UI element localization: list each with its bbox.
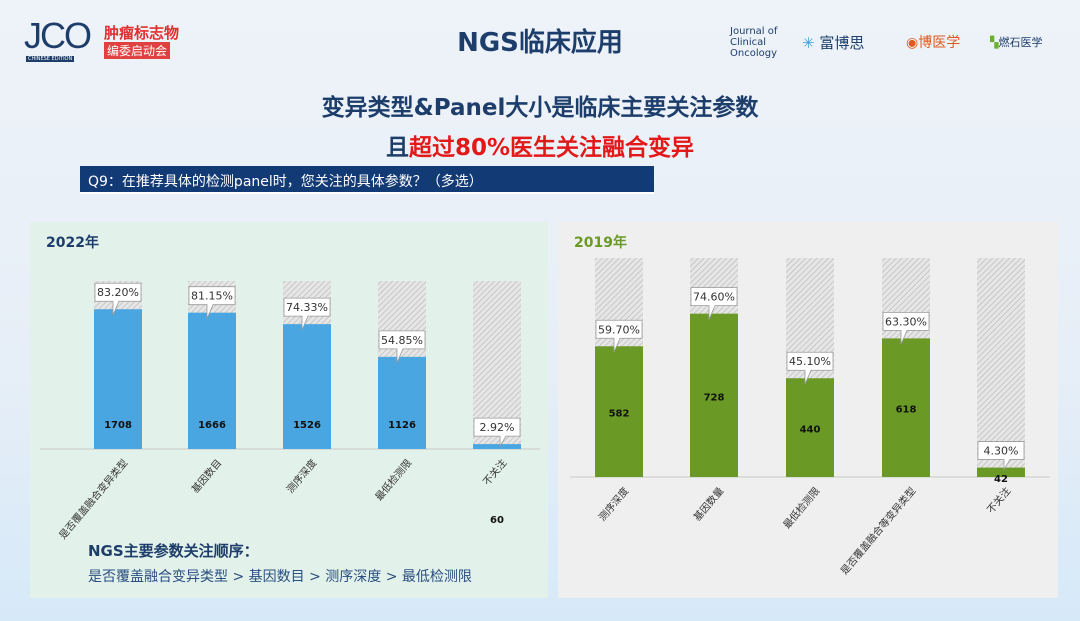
data-label-count: 60 <box>490 515 504 526</box>
bar <box>882 338 930 477</box>
jco-logo: JCO CHINESE EDITION 肿瘤标志物 编委启动会 <box>24 18 204 64</box>
x-tick-label: 不关注 <box>984 485 1013 516</box>
logo-line2: 编委启动会 <box>104 42 171 59</box>
partner-name: 富博思 <box>819 34 865 52</box>
data-label-callout <box>595 319 643 353</box>
data-label-percent: 81.15% <box>191 290 233 303</box>
summary-title: NGS主要参数关注顺序： <box>88 542 259 560</box>
bar <box>690 313 738 477</box>
data-label-callout <box>882 311 930 345</box>
summary-text: 是否覆盖融合变异类型 > 基因数目 > 测序深度 > 最低检测限 <box>88 569 472 585</box>
data-label-count: 42 <box>994 474 1008 485</box>
data-label-count: 618 <box>896 405 917 416</box>
data-label-count: 1708 <box>104 420 132 431</box>
data-label-percent: 74.60% <box>693 291 735 304</box>
chart-title: 2019年 <box>574 235 627 251</box>
x-tick-label: 测序深度 <box>596 485 632 524</box>
data-label-callout <box>977 441 1025 472</box>
logo-subtext: CHINESE EDITION <box>26 56 75 62</box>
partner-name: 燃石医学 <box>998 36 1043 49</box>
data-label-percent: 74.33% <box>286 301 328 314</box>
x-tick-label: 基因数目 <box>189 457 225 496</box>
data-label-callout <box>188 286 236 319</box>
bar <box>786 378 834 477</box>
x-tick-label: 是否覆盖融合变异类型 <box>56 457 130 542</box>
bar <box>977 467 1025 477</box>
data-label-callout <box>473 417 521 448</box>
bar <box>378 356 426 449</box>
x-tick-label: 测序深度 <box>284 457 320 496</box>
bar <box>283 324 331 449</box>
bar-background <box>977 258 1025 477</box>
partner-logo-burning: ▚燃石医学 <box>990 36 1043 49</box>
data-label-percent: 2.92% <box>480 421 515 434</box>
data-label-percent: 54.85% <box>381 334 423 347</box>
x-tick-label: 最低检测限 <box>780 485 822 532</box>
x-tick-label: 是否覆盖融合等变异类型 <box>838 485 919 578</box>
bar <box>595 346 643 477</box>
headline-1: 变异类型&Panel大小是临床主要关注参数 <box>321 95 759 121</box>
data-label-callout <box>690 287 738 320</box>
chart-title: 2022年 <box>46 235 99 251</box>
partner-logo-jco: Journal of Clinical Oncology <box>730 26 778 59</box>
data-label-count: 1126 <box>388 420 416 431</box>
data-label-callout <box>283 297 331 331</box>
data-label-callout <box>786 351 834 385</box>
data-label-percent: 4.30% <box>984 445 1019 458</box>
partner-name: 博医学 <box>918 35 961 51</box>
data-label-callout <box>378 330 426 364</box>
headline-prefix: 且 <box>385 135 409 161</box>
x-tick-label: 最低检测限 <box>372 457 414 504</box>
data-label-count: 1666 <box>198 420 226 431</box>
partner-logo-bomed: ◉博医学 <box>906 35 961 51</box>
partner-logo-focus: ✳ 富博思 <box>802 34 865 52</box>
data-label-count: 1526 <box>293 420 321 431</box>
bar <box>94 309 142 449</box>
data-label-percent: 59.70% <box>598 323 640 336</box>
logo-line1: 肿瘤标志物 <box>104 24 180 42</box>
data-label-count: 728 <box>704 392 725 403</box>
bar <box>188 312 236 449</box>
data-label-count: 582 <box>609 409 630 420</box>
headline-2: 且超过80%医生关注融合变异 <box>0 128 1080 162</box>
data-label-percent: 83.20% <box>97 286 139 299</box>
bar <box>473 444 521 449</box>
data-label-percent: 45.10% <box>789 355 831 368</box>
question-bar: Q9：在推荐具体的检测panel时，您关注的具体参数？（多选） <box>80 166 654 194</box>
page-title: NGS临床应用 <box>457 28 623 58</box>
x-tick-label: 基因数量 <box>691 485 727 524</box>
x-tick-label: 不关注 <box>480 457 509 488</box>
logo-text: JCO <box>24 15 92 56</box>
data-label-callout <box>94 282 142 316</box>
data-label-percent: 63.30% <box>885 315 927 328</box>
data-label-count: 440 <box>800 425 821 436</box>
headline-highlight: 超过80%医生关注融合变异 <box>408 135 695 161</box>
